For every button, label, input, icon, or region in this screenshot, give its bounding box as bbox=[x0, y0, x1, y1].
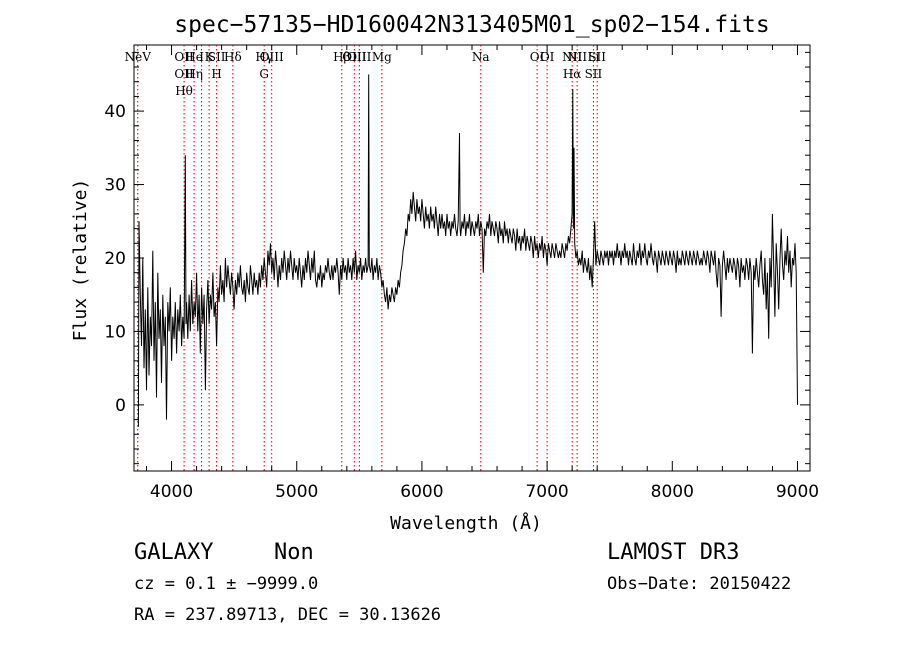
line-label-13-0: Na bbox=[472, 50, 490, 64]
y-tick-label: 20 bbox=[104, 249, 126, 269]
line-label-19-0: SII bbox=[588, 50, 606, 64]
y-tick-label: 40 bbox=[104, 102, 126, 122]
survey-label: LAMOST DR3 bbox=[607, 540, 739, 565]
line-label-2-0: He bbox=[185, 50, 203, 64]
line-label-11-0: OIII bbox=[347, 50, 371, 64]
line-label-8-0: OIII bbox=[260, 50, 284, 64]
line-label-1-2: Hθ bbox=[175, 84, 193, 98]
x-tick-label: 7000 bbox=[525, 482, 568, 502]
line-label-5-0: SII bbox=[208, 50, 226, 64]
line-label-17-0: NII bbox=[567, 50, 587, 64]
line-label-10-0: OIII bbox=[342, 50, 366, 64]
y-tick-label: 30 bbox=[104, 176, 126, 196]
x-tick-label: 5000 bbox=[275, 482, 318, 502]
y-axis-label: Flux (relative) bbox=[70, 179, 91, 342]
spectrum-series-line bbox=[137, 74, 798, 427]
y-tick-label: 0 bbox=[115, 396, 126, 416]
line-label-12-0: Mg bbox=[372, 50, 392, 64]
line-label-16-1: Hα bbox=[563, 67, 582, 81]
object-class-label: GALAXY bbox=[134, 540, 213, 565]
line-label-18-0: Li bbox=[588, 50, 600, 64]
line-label-1-0: OII bbox=[174, 50, 194, 64]
coordinates-text: RA = 237.89713, DEC = 30.13626 bbox=[134, 605, 441, 625]
x-tick-label: 4000 bbox=[150, 482, 193, 502]
line-label-6-0: Hδ bbox=[224, 50, 242, 64]
obs-date-text: Obs−Date: 20150422 bbox=[607, 574, 791, 594]
y-axis-ticks: 0 10 20 30 40 bbox=[104, 51, 810, 465]
x-tick-label: 8000 bbox=[651, 482, 694, 502]
line-label-3-0: I bbox=[199, 50, 204, 64]
y-tick-label: 10 bbox=[104, 322, 126, 342]
line-label-7-0: Hγ bbox=[255, 50, 273, 64]
line-label-18-1: SII bbox=[585, 67, 603, 81]
x-tick-label: 6000 bbox=[400, 482, 443, 502]
spectral-line-markers bbox=[137, 45, 598, 471]
line-label-2-1: Hη bbox=[185, 67, 203, 81]
line-label-9-0: Hβ bbox=[333, 50, 350, 64]
line-label-16-0: NII bbox=[562, 50, 582, 64]
redshift-text: cz = 0.1 ± −9999.0 bbox=[134, 574, 318, 594]
line-label-5-1: H bbox=[211, 67, 221, 81]
x-axis-label: Wavelength (Å) bbox=[390, 512, 542, 534]
line-label-0-0: NeV bbox=[125, 50, 152, 64]
line-label-15-0: OI bbox=[540, 50, 555, 64]
x-axis-ticks: 4000 5000 6000 7000 8000 9000 bbox=[146, 45, 819, 502]
chart-title: spec−57135−HD160042N313405M01_sp02−154.f… bbox=[174, 12, 769, 38]
line-label-7-1: G bbox=[259, 67, 269, 81]
object-subclass-label: Non bbox=[274, 540, 314, 565]
line-label-14-0: OI bbox=[530, 50, 545, 64]
line-label-1-1: OII bbox=[174, 67, 194, 81]
x-tick-label: 9000 bbox=[776, 482, 819, 502]
line-label-4-0: K bbox=[205, 50, 215, 64]
